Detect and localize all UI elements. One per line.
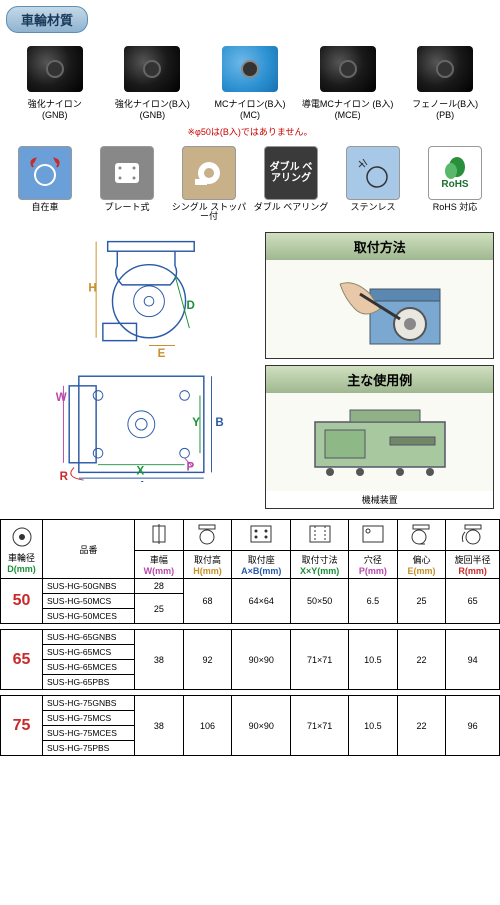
wheel-materials-row: 強化ナイロン(GNB) 強化ナイロン(B入)(GNB) MCナイロン(B入)(M… — [0, 39, 500, 123]
stopper-icon — [182, 146, 236, 200]
swivel-icon — [18, 146, 72, 200]
svg-text:A: A — [138, 479, 146, 482]
rohs-icon: RoHS — [428, 146, 482, 200]
usage-example-box: 主な使用例 機械装置 — [265, 365, 494, 509]
svg-text:X: X — [137, 466, 145, 478]
bearing-icon: ダブル ベアリング — [264, 146, 318, 200]
wheel-item: フェノール(B入)(PB) — [396, 43, 494, 121]
feature-icons-row: 自在車 プレート式 シングル ストッパー付 ダブル ベアリングダブル ベアリング… — [0, 144, 500, 229]
plate-icon — [100, 146, 154, 200]
feature-item: RoHSRoHS 対応 — [416, 146, 494, 223]
feature-item: プレート式 — [88, 146, 166, 223]
svg-text:P: P — [187, 462, 195, 474]
table-row: 50 SUS-HG-50GNBS 28 68 64×64 50×50 6.5 2… — [1, 579, 500, 594]
mounting-method-box: 取付方法 — [265, 232, 494, 359]
technical-diagram: H D E W R B Y — [6, 232, 257, 509]
svg-text:D: D — [187, 300, 195, 312]
section-header: 車輪材質 — [6, 6, 88, 33]
svg-text:Y: Y — [192, 418, 200, 430]
wheel-item: 導電MCナイロン (B入)(MCE) — [299, 43, 397, 121]
wheel-item: MCナイロン(B入)(MC) — [201, 43, 299, 121]
stainless-icon — [346, 146, 400, 200]
table-row: 75 SUS-HG-75GNBS 38 106 90×90 71×71 10.5… — [1, 696, 500, 711]
svg-text:R: R — [60, 471, 69, 482]
spec-table: 車輪径D(mm) 品番 車幅W(mm) 取付高H(mm) 取付座A×B(mm) … — [0, 519, 500, 756]
feature-item: シングル ストッパー付 — [170, 146, 248, 223]
table-row: 65 SUS-HG-65GNBS 38 92 90×90 71×71 10.5 … — [1, 630, 500, 645]
feature-item: ステンレス — [334, 146, 412, 223]
svg-text:H: H — [88, 283, 96, 295]
feature-item: ダブル ベアリングダブル ベアリング — [252, 146, 330, 223]
wheel-item: 強化ナイロン(B入)(GNB) — [104, 43, 202, 121]
wheel-note: ※φ50は(B入)ではありません。 — [0, 125, 500, 138]
wheel-item: 強化ナイロン(GNB) — [6, 43, 104, 121]
svg-text:B: B — [215, 418, 223, 430]
svg-text:RoHS: RoHS — [441, 179, 469, 190]
feature-item: 自在車 — [6, 146, 84, 223]
svg-text:E: E — [158, 348, 166, 360]
svg-text:W: W — [56, 393, 67, 405]
